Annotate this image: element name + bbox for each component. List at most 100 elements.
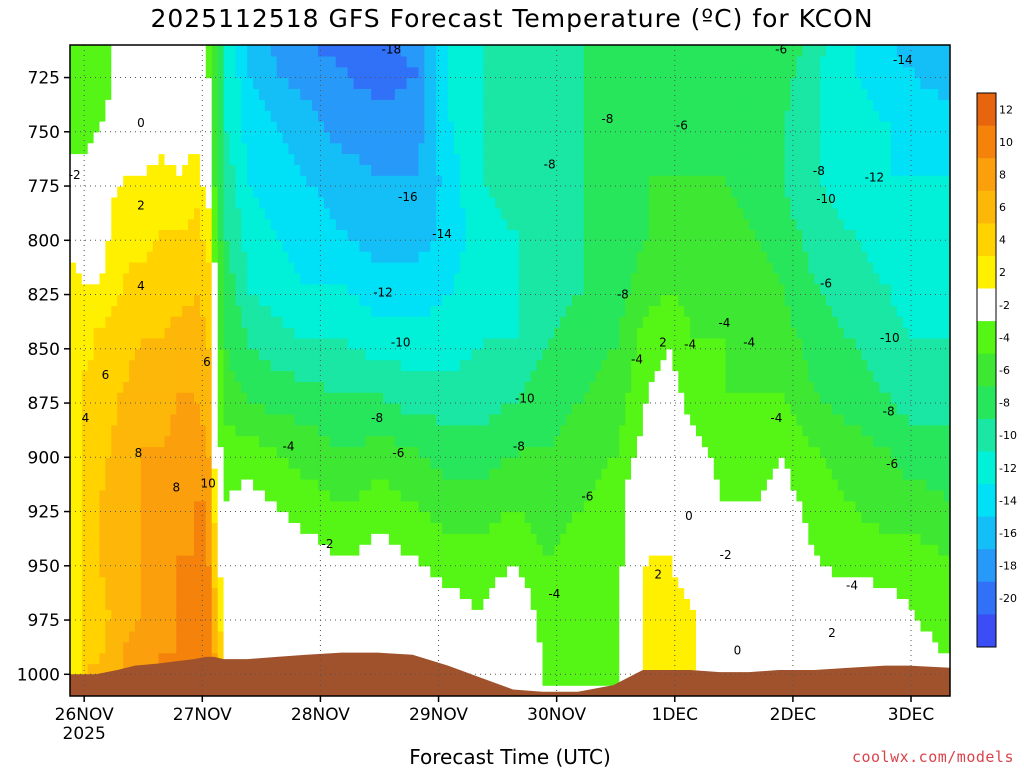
temperature-cell — [518, 305, 526, 317]
temperature-cell — [329, 207, 337, 220]
temperature-cell — [188, 403, 195, 415]
temperature-cell — [70, 413, 77, 426]
temperature-cell — [513, 424, 520, 437]
temperature-cell — [188, 533, 195, 545]
temperature-cell — [182, 186, 189, 198]
temperature-cell — [129, 479, 136, 491]
temperature-cell — [70, 229, 77, 241]
temperature-cell — [306, 479, 313, 491]
temperature-cell — [312, 121, 319, 133]
temperature-cell — [459, 435, 467, 448]
temperature-cell — [483, 240, 490, 252]
temperature-cell — [530, 446, 538, 458]
temperature-cell — [312, 272, 319, 285]
temperature-cell — [347, 370, 355, 382]
temperature-cell — [111, 164, 118, 176]
temperature-cell — [81, 413, 89, 426]
temperature-cell — [424, 511, 431, 523]
temperature-cell — [513, 392, 520, 404]
temperature-cell — [276, 609, 284, 621]
temperature-cell — [123, 468, 130, 480]
temperature-cell — [276, 424, 284, 437]
temperature-cell — [188, 457, 195, 469]
temperature-cell — [365, 251, 372, 263]
temperature-cell — [241, 609, 248, 621]
temperature-cell — [318, 544, 325, 556]
temperature-cell — [111, 218, 118, 230]
temperature-cell — [388, 153, 396, 165]
temperature-cell — [365, 153, 372, 165]
temperature-cell — [135, 218, 142, 230]
temperature-cell — [489, 403, 496, 415]
temperature-cell — [347, 294, 355, 306]
temperature-cell — [270, 630, 278, 643]
temperature-cell — [111, 489, 118, 502]
temperature-cell — [70, 348, 77, 361]
temperature-cell — [288, 142, 295, 155]
temperature-cell — [365, 413, 372, 426]
temperature-cell — [152, 457, 160, 469]
temperature-cell — [253, 348, 260, 361]
temperature-cell — [129, 175, 136, 187]
temperature-cell — [471, 663, 479, 675]
temperature-cell — [123, 283, 130, 296]
temperature-cell — [548, 446, 555, 458]
temperature-cell — [377, 555, 384, 567]
temperature-cell — [294, 316, 301, 328]
temperature-cell — [477, 99, 484, 111]
temperature-cell — [81, 348, 89, 361]
temperature-cell — [99, 587, 106, 599]
temperature-cell — [400, 283, 408, 296]
temperature-cell — [270, 435, 278, 448]
temperature-cell — [276, 272, 284, 285]
temperature-cell — [264, 240, 272, 252]
temperature-cell — [111, 196, 118, 209]
temperature-cell — [199, 283, 207, 296]
temperature-cell — [211, 240, 219, 252]
temperature-cell — [294, 533, 301, 545]
temperature-cell — [371, 587, 378, 599]
temperature-cell — [288, 262, 295, 274]
temperature-cell — [164, 435, 171, 448]
temperature-cell — [507, 121, 514, 133]
temperature-cell — [536, 370, 544, 382]
temperature-cell — [412, 500, 420, 513]
temperature-cell — [294, 479, 301, 491]
temperature-cell — [465, 479, 473, 491]
temperature-cell — [318, 272, 325, 285]
temperature-cell — [388, 522, 396, 534]
temperature-cell — [501, 164, 508, 176]
temperature-cell — [199, 88, 207, 100]
temperature-cell — [282, 153, 290, 165]
temperature-cell — [146, 555, 154, 567]
temperature-cell — [436, 500, 443, 513]
temperature-cell — [524, 446, 532, 458]
temperature-cell — [235, 207, 242, 220]
temperature-cell — [459, 186, 467, 198]
temperature-cell — [312, 641, 319, 654]
temperature-cell — [105, 489, 112, 502]
temperature-cell — [176, 489, 183, 502]
temperature-cell — [536, 337, 544, 350]
temperature-cell — [235, 142, 242, 155]
temperature-cell — [223, 45, 231, 57]
temperature-cell — [453, 435, 461, 448]
temperature-cell — [99, 218, 106, 230]
temperature-cell — [129, 164, 136, 176]
temperature-cell — [495, 45, 502, 57]
temperature-cell — [176, 153, 183, 165]
temperature-cell — [353, 77, 360, 89]
temperature-cell — [536, 229, 544, 241]
temperature-cell — [406, 565, 414, 578]
temperature-cell — [129, 424, 136, 437]
temperature-cell — [288, 641, 295, 654]
temperature-cell — [217, 413, 225, 426]
temperature-cell — [324, 175, 331, 187]
temperature-cell — [459, 533, 467, 545]
temperature-cell — [465, 175, 473, 187]
temperature-cell — [300, 196, 307, 209]
temperature-cell — [394, 251, 402, 263]
temperature-cell — [318, 110, 325, 122]
temperature-cell — [430, 121, 437, 133]
temperature-cell — [383, 337, 390, 350]
